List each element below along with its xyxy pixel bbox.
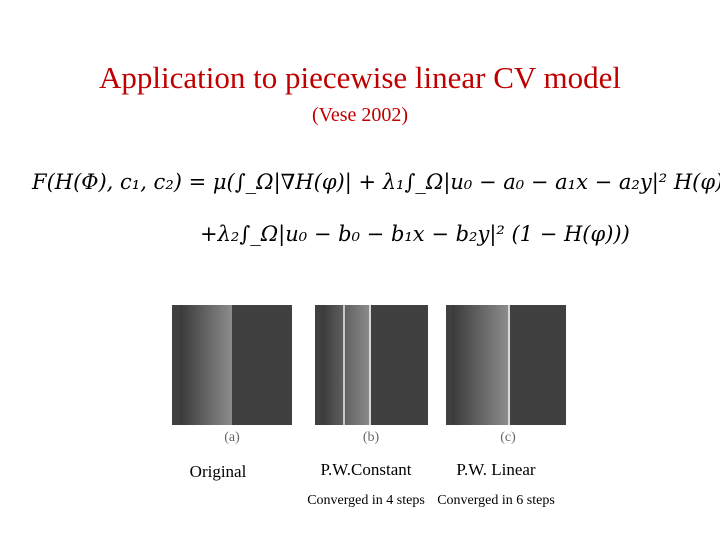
caption-note: Converged in 6 steps: [437, 493, 555, 508]
image-a: [172, 305, 292, 425]
panel-label: (b): [362, 430, 380, 445]
caption: P.W. Linear: [456, 460, 536, 479]
title: Application to piecewise linear CV model: [99, 60, 621, 95]
equation-line: F(H(Φ), c₁, c₂) = μ(∫_Ω|∇H(φ)| + λ₁∫_Ω|u…: [32, 170, 720, 194]
panel-label: (a): [224, 430, 240, 445]
subtitle: (Vese 2002): [311, 104, 409, 126]
caption-note: Converged in 4 steps: [307, 493, 425, 508]
caption: Original: [189, 462, 247, 481]
panel-label: (c): [500, 430, 516, 445]
image-b: [315, 305, 428, 425]
image-c: [446, 305, 566, 425]
equation-line: +λ₂∫_Ω|u₀ − b₀ − b₁x − b₂y|² (1 − H(φ))): [200, 222, 630, 246]
caption: P.W.Constant: [320, 460, 412, 479]
